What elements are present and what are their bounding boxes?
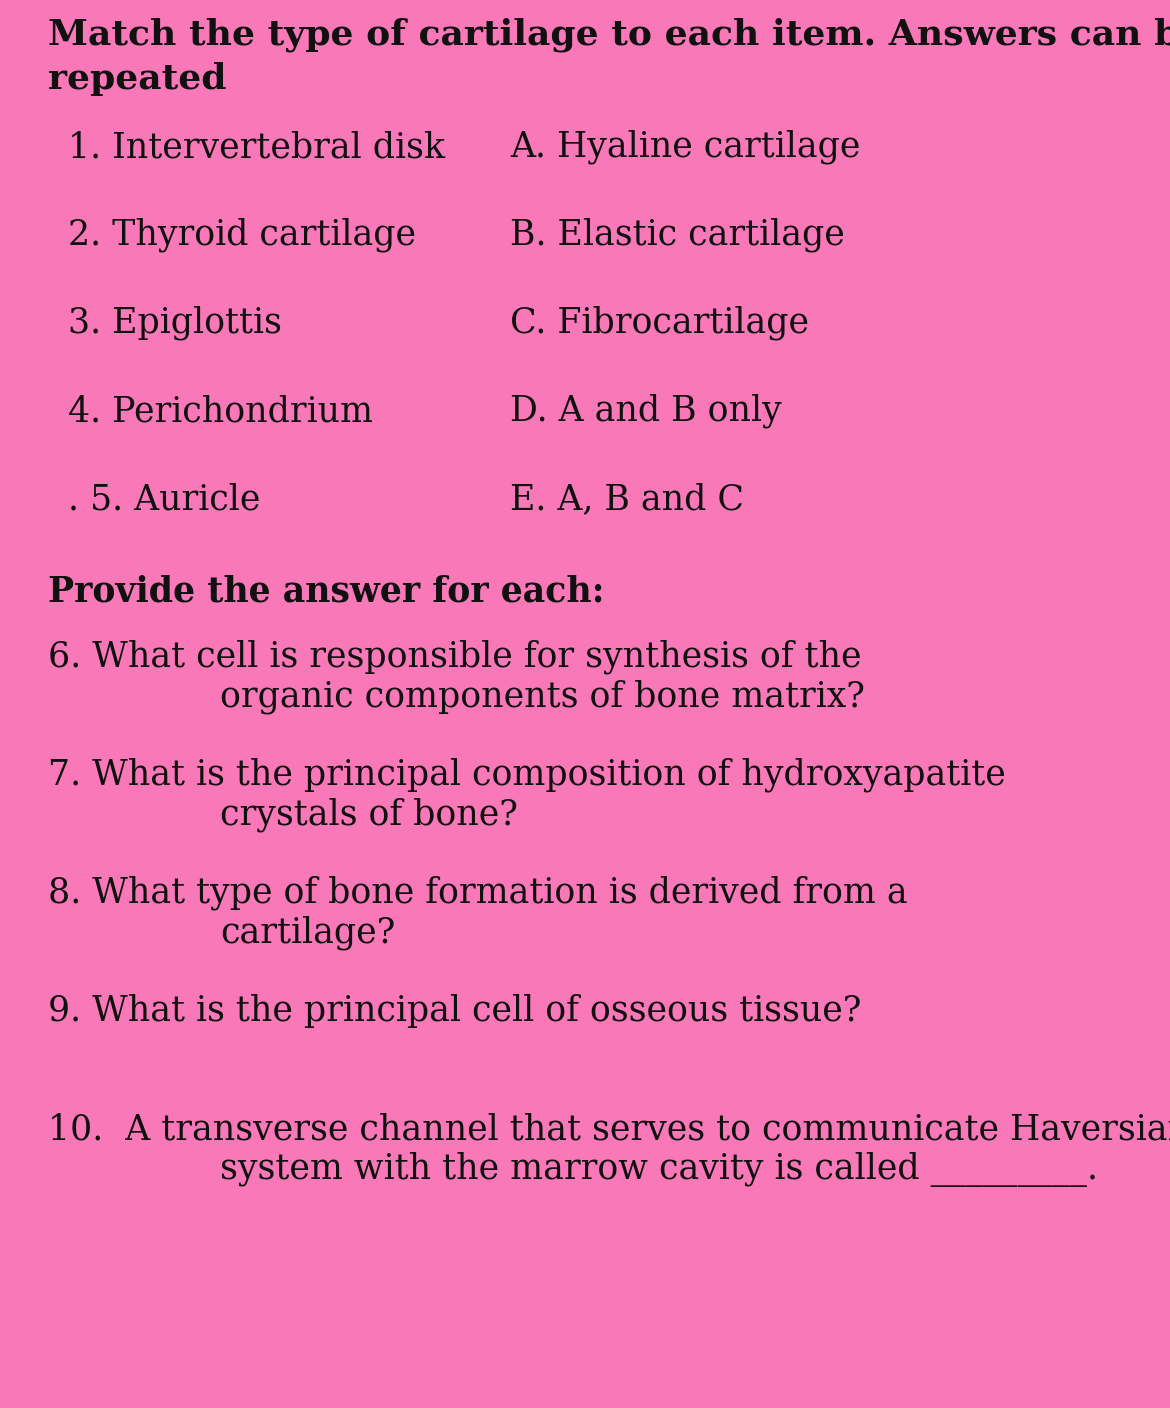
Text: cartilage?: cartilage? <box>220 917 395 950</box>
Text: 4. Perichondrium: 4. Perichondrium <box>68 394 373 428</box>
Text: Match the type of cartilage to each item. Answers can be: Match the type of cartilage to each item… <box>48 18 1170 52</box>
Text: system with the marrow cavity is called _________.: system with the marrow cavity is called … <box>220 1152 1097 1187</box>
Text: 10.  A transverse channel that serves to communicate Haversian: 10. A transverse channel that serves to … <box>48 1112 1170 1146</box>
Text: D. A and B only: D. A and B only <box>510 394 782 428</box>
Text: crystals of bone?: crystals of bone? <box>220 798 518 832</box>
Text: repeated: repeated <box>48 62 227 96</box>
Text: 8. What type of bone formation is derived from a: 8. What type of bone formation is derive… <box>48 876 908 911</box>
Text: 1. Intervertebral disk: 1. Intervertebral disk <box>68 130 445 163</box>
Text: B. Elastic cartilage: B. Elastic cartilage <box>510 218 845 252</box>
Text: 7. What is the principal composition of hydroxyapatite: 7. What is the principal composition of … <box>48 758 1006 793</box>
Text: E. A, B and C: E. A, B and C <box>510 482 744 515</box>
Text: 2. Thyroid cartilage: 2. Thyroid cartilage <box>68 218 417 252</box>
Text: 6. What cell is responsible for synthesis of the: 6. What cell is responsible for synthesi… <box>48 641 861 674</box>
Text: A. Hyaline cartilage: A. Hyaline cartilage <box>510 130 860 165</box>
Text: . 5. Auricle: . 5. Auricle <box>68 482 261 515</box>
Text: 9. What is the principal cell of osseous tissue?: 9. What is the principal cell of osseous… <box>48 994 861 1028</box>
Text: Provide the answer for each:: Provide the answer for each: <box>48 574 605 610</box>
Text: 3. Epiglottis: 3. Epiglottis <box>68 306 282 341</box>
Text: organic components of bone matrix?: organic components of bone matrix? <box>220 680 865 714</box>
Text: C. Fibrocartilage: C. Fibrocartilage <box>510 306 808 341</box>
